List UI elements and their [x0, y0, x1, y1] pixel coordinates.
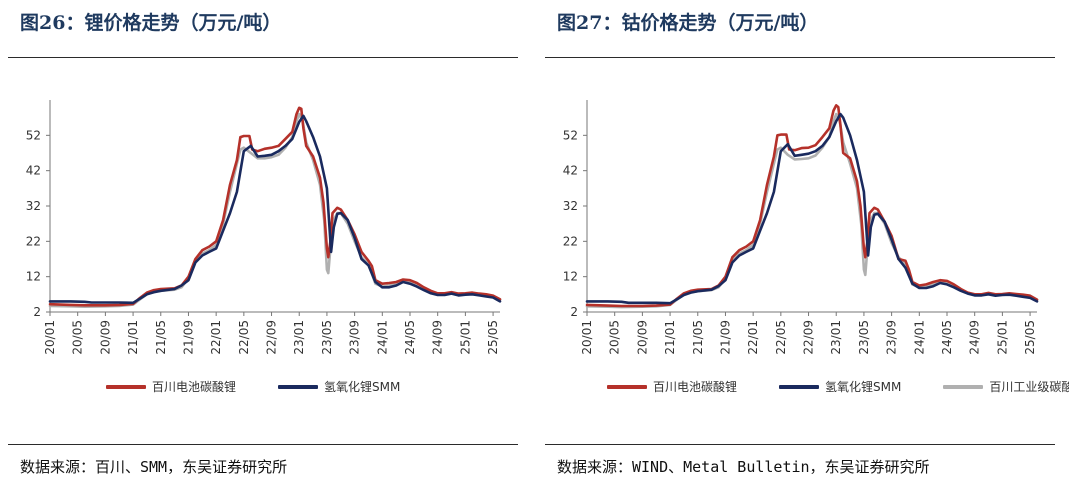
y-tick-label: 52: [563, 128, 578, 142]
x-tick-label: 24/09: [968, 320, 982, 355]
legend-item: 百川电池碳酸锂: [106, 378, 236, 395]
legend-label: 百川工业级碳酸锂: [989, 380, 1069, 394]
series-line: [48, 112, 502, 308]
line-chart-lithium: 2 12 22 32 42 52 20/01 20/05 20/09 21/01 21/05 21/0…: [26, 100, 502, 355]
x-tick-label: 21/01: [126, 320, 140, 355]
figure-panel-lithium: 图26：锂价格走势（万元/吨） 2 12 22 32 42 52 20/01 20/05 20/…: [8, 0, 528, 487]
x-tick-label: 24/05: [940, 320, 954, 355]
y-tick-label: 32: [563, 199, 578, 213]
x-tick-label: 21/05: [154, 320, 168, 355]
x-tick-label: 20/09: [635, 320, 649, 355]
source-note: 数据来源：WIND、Metal Bulletin，东吴证券研究所: [557, 458, 930, 476]
legend-item: 氢氧化锂SMM: [278, 378, 400, 395]
chart-legend: 百川电池碳酸锂 氢氧化锂SMM 百川工业级碳酸锂: [607, 378, 1069, 395]
x-tick-label: 24/01: [375, 320, 389, 355]
y-tick-label: 2: [33, 305, 41, 319]
x-tick-label: 22/05: [774, 320, 788, 355]
source-divider: [8, 444, 518, 445]
legend-label: 百川电池碳酸锂: [152, 380, 237, 394]
x-tick-label: 22/09: [802, 320, 816, 355]
x-tick-label: 21/05: [691, 320, 705, 355]
x-tick-label: 20/01: [580, 320, 594, 355]
y-tick-label: 22: [26, 234, 41, 248]
y-tick-label: 42: [26, 164, 41, 178]
x-tick-label: 22/01: [209, 320, 223, 355]
title-divider: [8, 57, 518, 58]
y-tick-label: 2: [570, 305, 578, 319]
x-tick-label: 22/09: [265, 320, 279, 355]
legend-label: 百川电池碳酸锂: [653, 380, 738, 394]
source-divider: [545, 444, 1055, 445]
source-note: 数据来源：百川、SMM，东吴证券研究所: [20, 458, 288, 476]
y-tick-label: 52: [26, 128, 41, 142]
x-tick-label: 25/01: [458, 320, 472, 355]
x-tick-label: 22/01: [746, 320, 760, 355]
figure-title: 图27：钴价格走势（万元/吨）: [557, 12, 819, 34]
x-tick-label: 20/09: [98, 320, 112, 355]
x-tick-label: 23/01: [829, 320, 843, 355]
x-tick-label: 22/05: [237, 320, 251, 355]
legend-swatch: [106, 384, 146, 389]
x-tick-label: 21/09: [718, 320, 732, 355]
figure-title: 图26：锂价格走势（万元/吨）: [20, 12, 282, 34]
y-tick-label: 12: [26, 270, 41, 284]
chart-legend: 百川电池碳酸锂 氢氧化锂SMM: [106, 378, 442, 395]
y-tick-label: 42: [563, 164, 578, 178]
title-divider: [545, 57, 1055, 58]
legend-label: 氢氧化锂SMM: [324, 380, 401, 394]
series-line: [48, 106, 502, 307]
x-tick-label: 23/05: [320, 320, 334, 355]
y-tick-label: 32: [26, 199, 41, 213]
x-tick-label: 21/09: [181, 320, 195, 355]
legend-swatch: [278, 384, 319, 389]
y-tick-label: 12: [563, 270, 578, 284]
x-tick-label: 25/01: [995, 320, 1009, 355]
series-line: [585, 112, 1039, 309]
x-tick-label: 23/01: [292, 320, 306, 355]
x-tick-label: 23/05: [857, 320, 871, 355]
legend-item: 百川工业级碳酸锂: [943, 378, 1069, 395]
x-tick-label: 20/01: [43, 320, 57, 355]
x-tick-label: 25/05: [486, 320, 500, 355]
series-line: [585, 104, 1039, 308]
y-tick-label: 22: [563, 234, 578, 248]
x-tick-label: 24/05: [403, 320, 417, 355]
legend-label: 氢氧化锂SMM: [825, 380, 902, 394]
x-tick-label: 25/05: [1023, 320, 1037, 355]
x-tick-label: 20/05: [71, 320, 85, 355]
figure-panel-cobalt: 图27：钴价格走势（万元/吨） 2 12 22 32 42 52 20/01 20/05 20/…: [545, 0, 1069, 487]
x-tick-label: 21/01: [663, 320, 677, 355]
legend-swatch: [779, 384, 820, 389]
x-tick-label: 24/09: [431, 320, 445, 355]
series-line: [585, 112, 1039, 305]
legend-swatch: [943, 384, 984, 389]
legend-item: 百川电池碳酸锂: [607, 378, 737, 395]
x-tick-label: 20/05: [608, 320, 622, 355]
legend-item: 氢氧化锂SMM: [779, 378, 901, 395]
legend-swatch: [607, 384, 647, 389]
series-line: [48, 114, 502, 305]
x-tick-label: 23/09: [348, 320, 362, 355]
x-tick-label: 23/09: [885, 320, 899, 355]
x-tick-label: 24/01: [912, 320, 926, 355]
line-chart-cobalt: 2 12 22 32 42 52 20/01 20/05 20/09 21/01 21/05 21/0…: [563, 100, 1039, 355]
